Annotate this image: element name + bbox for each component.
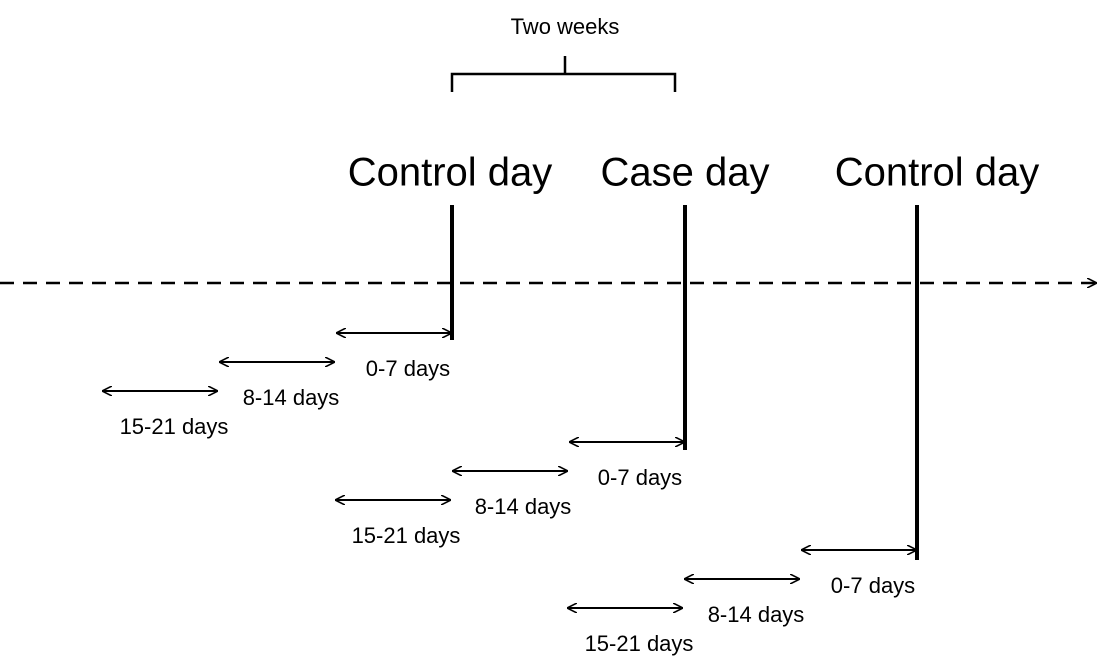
lag-label: 15-21 days [585, 631, 694, 656]
day-label: Case day [601, 151, 770, 195]
lag-label: 8-14 days [475, 494, 572, 519]
lag-label: 15-21 days [120, 414, 229, 439]
day-label: Control day [348, 151, 553, 195]
lag-label: 0-7 days [598, 465, 682, 490]
bracket-label: Two weeks [511, 14, 620, 39]
bracket [450, 56, 677, 92]
lag-label: 8-14 days [708, 602, 805, 627]
lag-label: 15-21 days [352, 523, 461, 548]
day-label: Control day [835, 151, 1040, 195]
lag-label: 0-7 days [831, 573, 915, 598]
lag-label: 8-14 days [243, 385, 340, 410]
lag-label: 0-7 days [366, 356, 450, 381]
